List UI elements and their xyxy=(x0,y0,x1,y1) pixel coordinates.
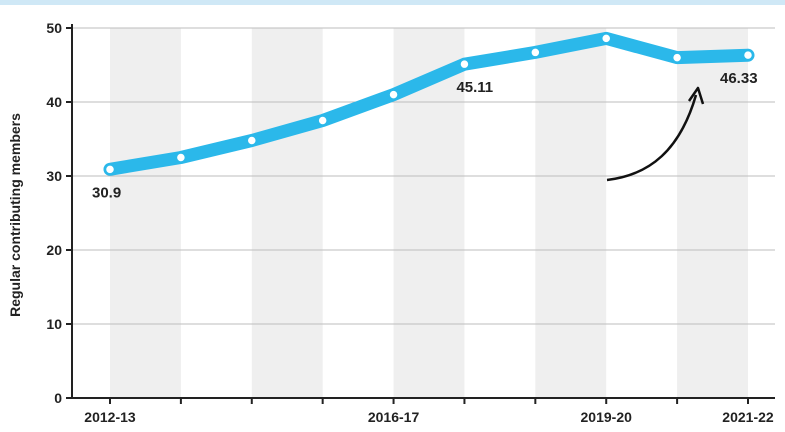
band xyxy=(251,28,323,398)
x-tick-label: 2021-22 xyxy=(722,409,774,425)
data-point xyxy=(103,163,117,176)
x-tick-label: 2012-13 xyxy=(84,409,136,425)
data-point xyxy=(316,114,329,127)
top-bar xyxy=(0,0,785,5)
data-point xyxy=(387,88,400,101)
alternating-bands xyxy=(110,28,748,398)
y-tick-label: 0 xyxy=(54,390,62,406)
data-point xyxy=(245,134,259,147)
x-tick-label: 2019-20 xyxy=(581,409,633,425)
x-ticks: 2012-13 2016-17 2019-20 2021-22 xyxy=(84,398,774,425)
y-ticks: 0 10 20 30 40 50 xyxy=(46,20,72,406)
x-tick-label: 2016-17 xyxy=(368,409,420,425)
data-labels: 30.9 45.11 46.33 xyxy=(92,70,758,201)
data-point xyxy=(599,32,613,45)
band xyxy=(677,28,748,398)
y-axis-label: Regular contributing members xyxy=(7,113,23,317)
arrow-head-icon xyxy=(687,86,705,105)
data-label: 45.11 xyxy=(456,79,493,96)
series xyxy=(103,31,755,176)
data-label: 46.33 xyxy=(720,70,758,87)
band xyxy=(535,28,607,398)
band xyxy=(110,28,181,398)
y-tick-label: 30 xyxy=(46,168,62,184)
data-point xyxy=(529,46,542,59)
data-point xyxy=(670,51,684,64)
data-label: 30.9 xyxy=(92,184,121,201)
data-point xyxy=(741,48,755,62)
axes xyxy=(71,24,775,399)
annotation xyxy=(606,86,705,182)
y-tick-label: 40 xyxy=(46,94,62,110)
gridlines xyxy=(72,27,775,325)
data-point xyxy=(458,57,471,71)
y-tick-label: 50 xyxy=(46,20,62,36)
y-tick-label: 10 xyxy=(46,316,62,332)
y-tick-label: 20 xyxy=(46,242,62,258)
series-line xyxy=(103,31,755,176)
data-point xyxy=(174,151,188,164)
arrow-curve xyxy=(606,94,698,182)
